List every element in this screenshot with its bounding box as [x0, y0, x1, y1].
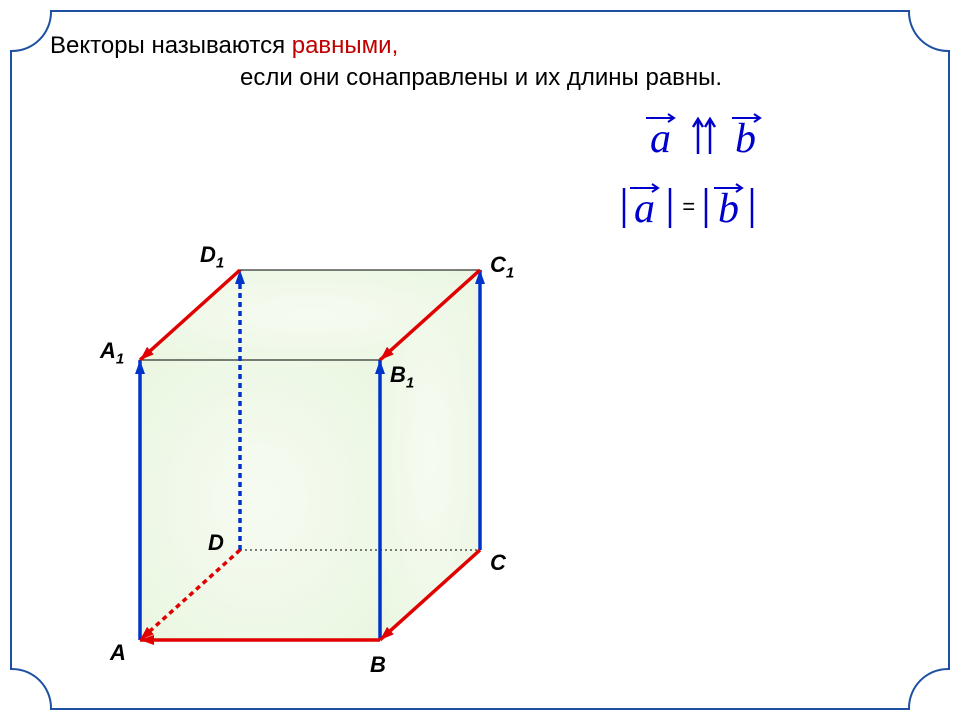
- frame-corner-tl: [10, 10, 52, 52]
- formula-codirectional: a b: [640, 110, 870, 181]
- heading: Векторы называются равными,: [50, 32, 398, 60]
- label-B1: B1: [390, 362, 414, 391]
- label-A: A: [110, 640, 126, 666]
- heading-prefix: Векторы называются: [50, 32, 292, 59]
- subheading: если они сонаправлены и их длины равны.: [240, 64, 722, 92]
- cube-diagram: A B C D A1 B1 C1 D1: [80, 220, 600, 700]
- label-D1: D1: [200, 242, 224, 271]
- label-A1: A1: [100, 338, 124, 367]
- frame-corner-tr: [908, 10, 950, 52]
- formula-b: b: [735, 116, 756, 162]
- frame-corner-br: [908, 668, 950, 710]
- label-D: D: [208, 530, 224, 556]
- label-C: C: [490, 550, 506, 576]
- heading-accent: равными,: [292, 32, 399, 59]
- label-C1: C1: [490, 252, 514, 281]
- formula-a: a: [650, 116, 671, 162]
- svg-text:a: a: [634, 186, 655, 232]
- label-B: B: [370, 652, 386, 678]
- frame-corner-bl: [10, 668, 52, 710]
- formula-eq: =: [682, 194, 695, 219]
- svg-text:b: b: [718, 186, 739, 232]
- formula-magnitude: a = b: [620, 180, 900, 251]
